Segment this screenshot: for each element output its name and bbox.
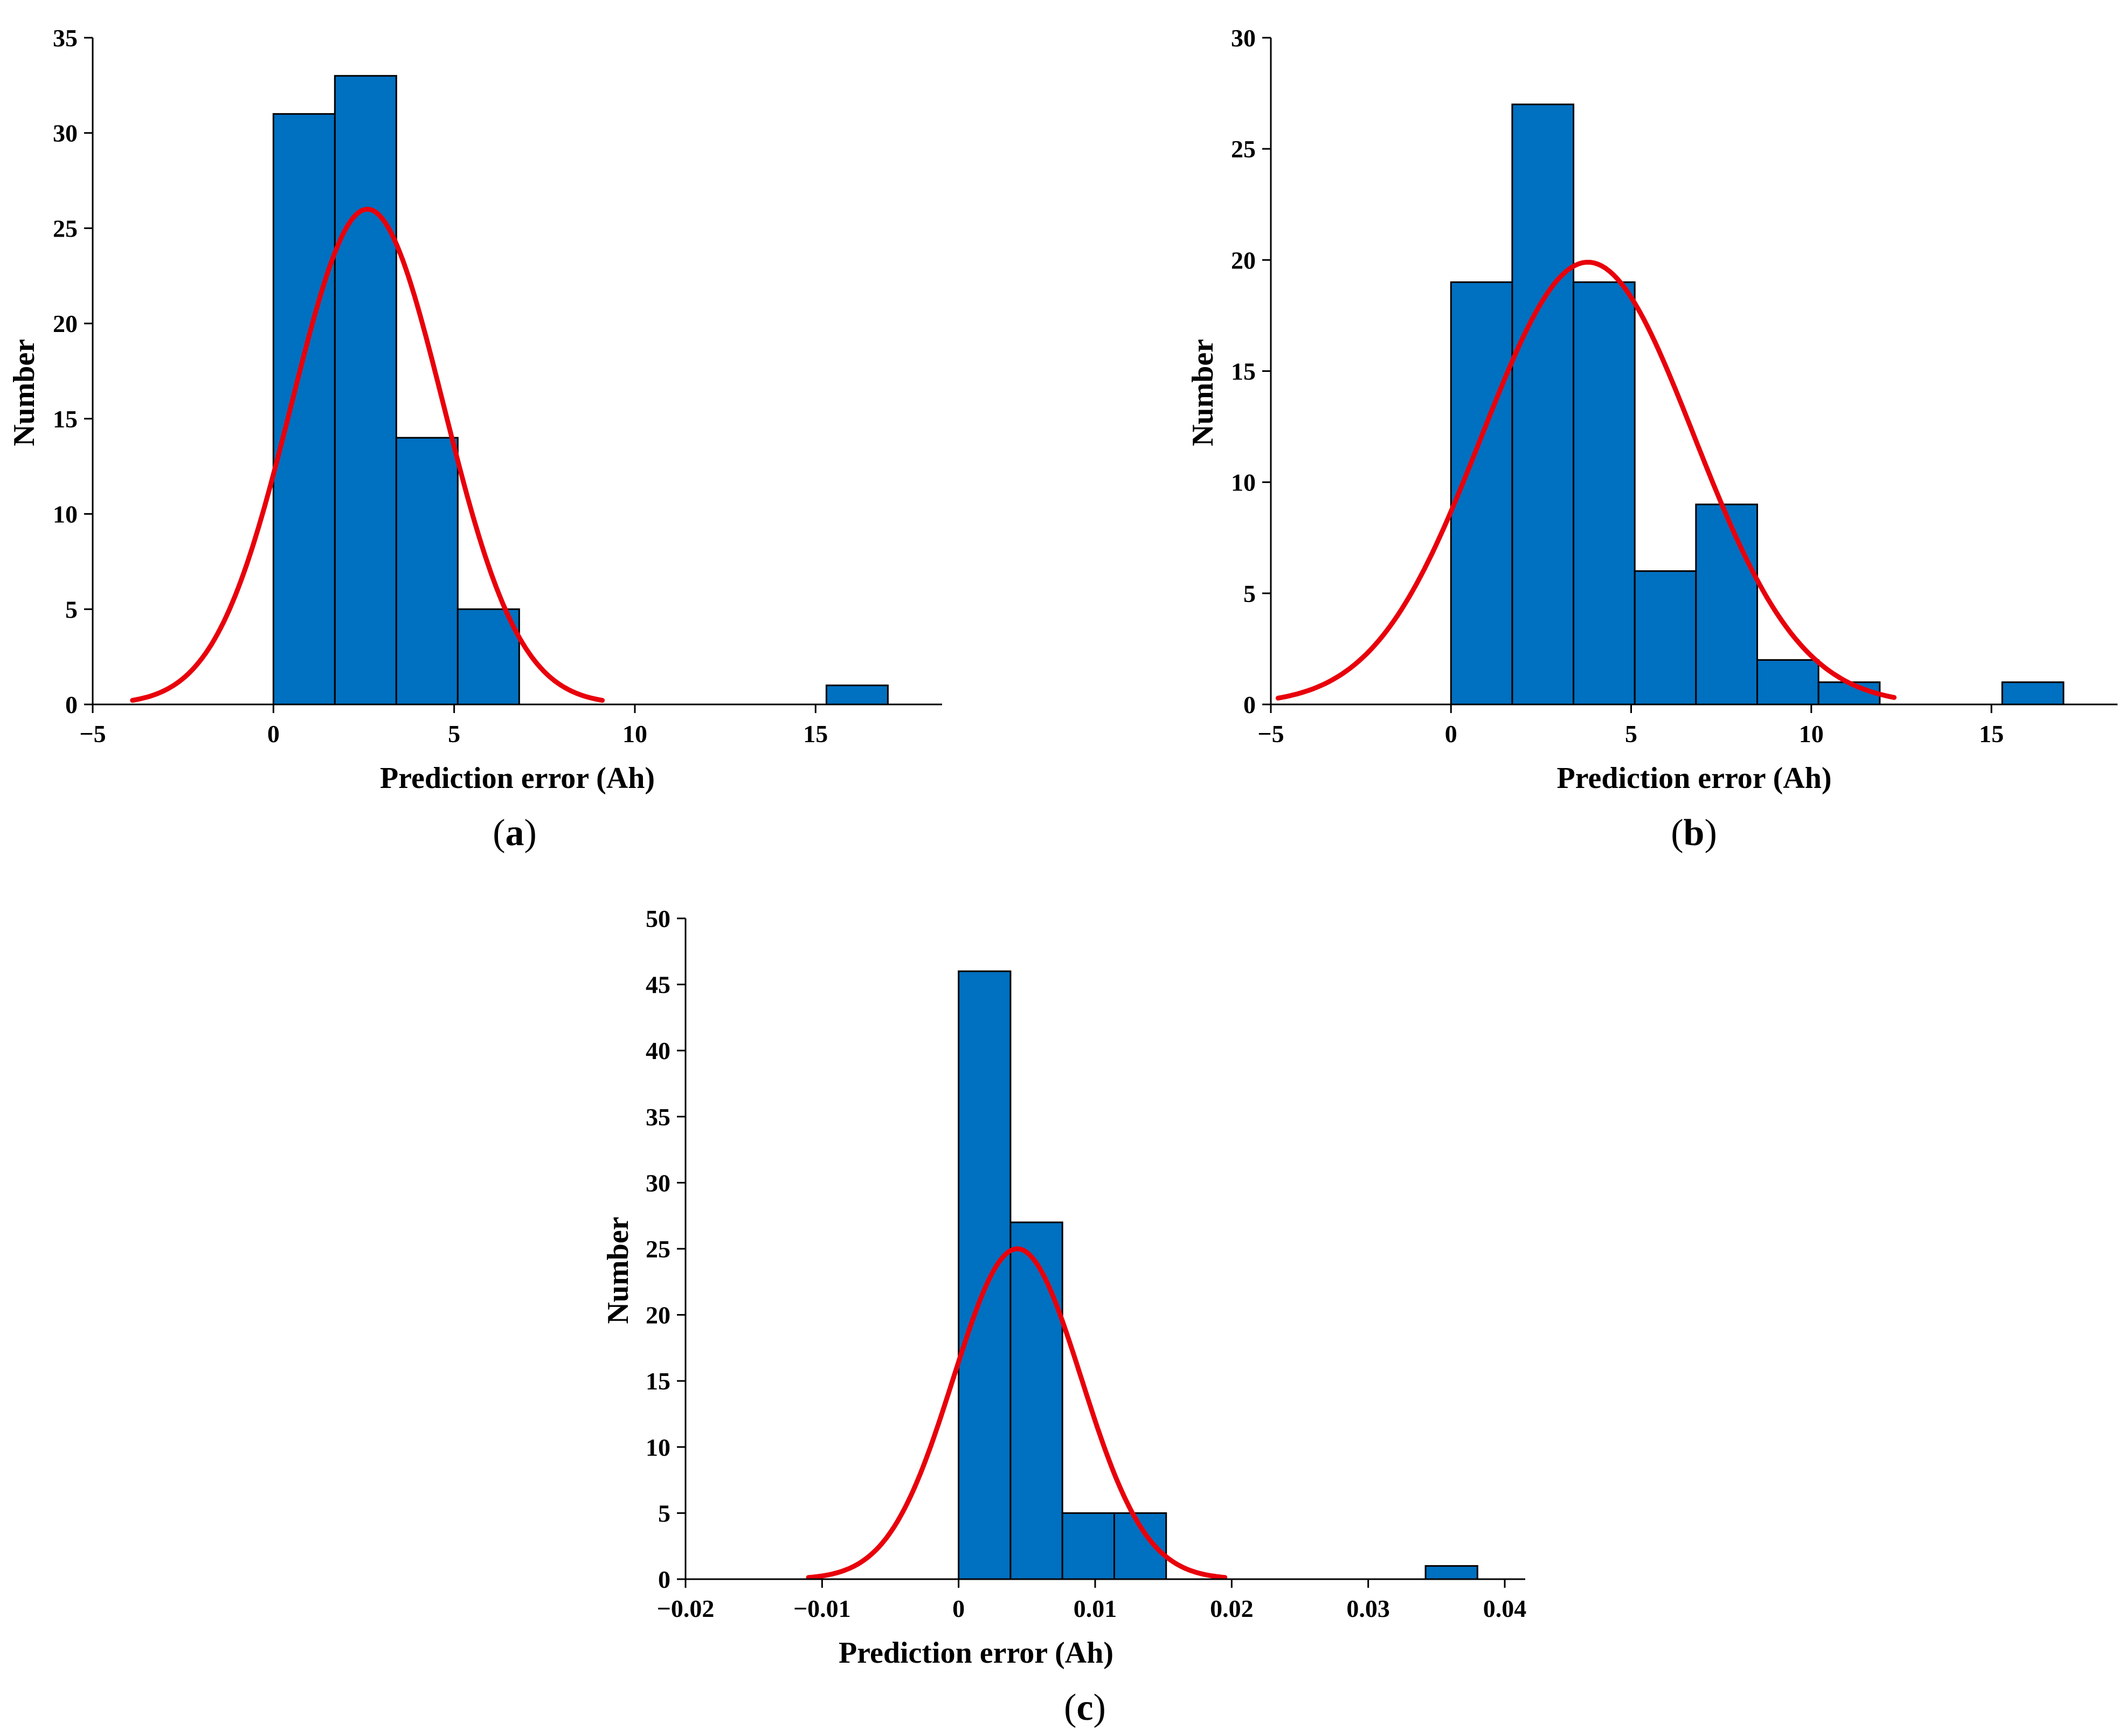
- y-tick-label: 20: [1231, 246, 1256, 274]
- y-tick-label: 25: [1231, 135, 1256, 163]
- x-tick-label: −0.02: [657, 1595, 715, 1622]
- histogram-bar: [334, 75, 397, 706]
- y-tick-label: 5: [1243, 580, 1256, 607]
- x-tick-label: 15: [1979, 720, 2004, 748]
- y-axis-label: Number: [1186, 339, 1220, 446]
- y-tick-label: 10: [53, 501, 78, 528]
- y-tick-label: 30: [53, 120, 78, 147]
- y-tick-label: 35: [646, 1103, 670, 1131]
- y-tick-label: 35: [53, 24, 78, 52]
- histogram-bar: [1511, 103, 1575, 706]
- x-tick-label: 0.04: [1483, 1595, 1527, 1622]
- histogram-bar: [1695, 503, 1758, 706]
- x-tick-label: 0: [267, 720, 280, 748]
- x-tick-label: 0.02: [1210, 1595, 1254, 1622]
- x-tick-label: −5: [79, 720, 106, 748]
- histogram-bar: [456, 608, 520, 706]
- x-tick-label: 5: [1625, 720, 1637, 748]
- y-tick-label: 15: [53, 405, 78, 433]
- y-tick-label: 50: [646, 905, 670, 932]
- y-tick-label: 0: [658, 1566, 670, 1593]
- x-tick-label: 5: [448, 720, 460, 748]
- x-tick-label: 15: [803, 720, 828, 748]
- histogram-bar: [272, 113, 336, 706]
- x-tick-label: 0.01: [1074, 1595, 1117, 1622]
- panel-letter: a: [506, 812, 524, 854]
- y-tick-label: 0: [1243, 691, 1256, 718]
- panel-label: (c): [1064, 1687, 1106, 1728]
- x-tick-label: −0.01: [793, 1595, 851, 1622]
- y-tick-label: 5: [65, 596, 78, 623]
- y-axis-label: Number: [8, 339, 41, 446]
- normal-fit-curve: [806, 1246, 1228, 1580]
- histogram-bar: [1061, 1512, 1115, 1580]
- y-tick-label: 15: [1231, 358, 1256, 385]
- y-tick-label: 10: [1231, 469, 1256, 496]
- histogram-bar: [1573, 281, 1636, 706]
- x-tick-label: 10: [1799, 720, 1824, 748]
- panel-label: (a): [493, 812, 537, 854]
- y-tick-label: 15: [646, 1367, 670, 1395]
- y-tick-label: 40: [646, 1037, 670, 1064]
- x-tick-label: 0: [1445, 720, 1457, 748]
- y-tick-label: 20: [646, 1302, 670, 1329]
- y-tick-label: 25: [53, 215, 78, 242]
- normal-fit-curve: [1275, 260, 1897, 701]
- x-tick-label: −5: [1257, 720, 1284, 748]
- y-tick-label: 25: [646, 1235, 670, 1263]
- y-tick-label: 20: [53, 310, 78, 337]
- panel-label: (b): [1671, 812, 1717, 854]
- x-tick-label: 10: [622, 720, 647, 748]
- x-tick-label: 0: [952, 1595, 965, 1622]
- histogram-bar: [1634, 570, 1697, 706]
- histogram-bar: [1756, 659, 1819, 706]
- histogram-panel-c: −0.02 −0.01 0 0.01 0.02 0.03 0.04 0 5 10 15 20 25 30 3…: [601, 905, 1526, 1728]
- histogram-bar: [958, 970, 1012, 1580]
- x-tick-label: 0.03: [1346, 1595, 1390, 1622]
- x-axis-label: Prediction error (Ah): [839, 1636, 1113, 1670]
- panel-letter: b: [1684, 812, 1705, 854]
- y-axis-label: Number: [601, 1216, 635, 1324]
- y-tick-label: 30: [646, 1169, 670, 1196]
- histogram-bar: [395, 437, 459, 706]
- normal-fit-curve: [130, 206, 605, 703]
- panel-letter: c: [1076, 1687, 1093, 1728]
- histogram-bar: [1009, 1221, 1063, 1580]
- histogram-bar: [825, 684, 889, 706]
- y-tick-label: 10: [646, 1434, 670, 1461]
- y-tick-label: 30: [1231, 24, 1256, 52]
- x-axis-label: Prediction error (Ah): [380, 762, 655, 795]
- y-tick-label: 45: [646, 971, 670, 999]
- histogram-bar: [1424, 1565, 1478, 1580]
- y-tick-label: 5: [658, 1499, 670, 1527]
- histogram-bar: [2001, 681, 2065, 706]
- y-tick-label: 0: [65, 691, 78, 718]
- x-axis-label: Prediction error (Ah): [1556, 762, 1831, 795]
